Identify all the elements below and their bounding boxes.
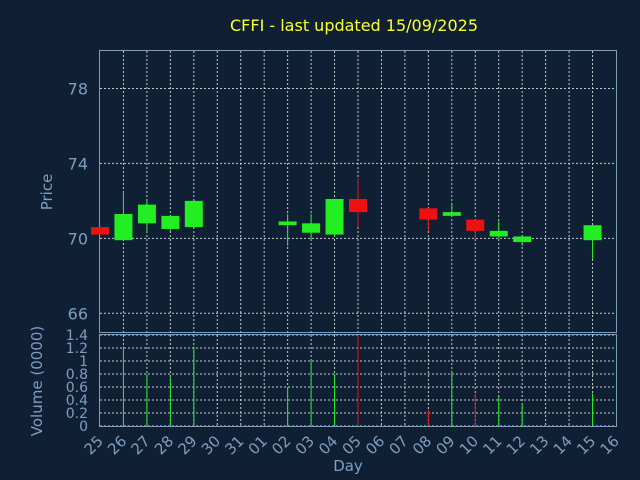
- day-label: 08: [409, 432, 435, 458]
- day-label: 10: [456, 432, 482, 458]
- day-label: 25: [81, 432, 107, 458]
- day-label: 28: [151, 432, 177, 458]
- volume-axis-label: Volume (0000): [28, 326, 46, 436]
- volume-tick-label: 0.4: [66, 393, 88, 409]
- day-label: 16: [597, 432, 623, 458]
- candle-body: [91, 227, 109, 235]
- volume-tick-label: 1: [79, 354, 88, 370]
- day-label: 02: [268, 432, 294, 458]
- candle-body: [466, 219, 485, 231]
- day-label: 15: [573, 432, 599, 458]
- day-label: 27: [128, 432, 154, 458]
- day-label: 09: [432, 432, 458, 458]
- volume-tick-label: 0.8: [66, 367, 88, 383]
- candle-body: [137, 204, 156, 224]
- day-label: 26: [104, 432, 130, 458]
- day-label: 06: [362, 432, 388, 458]
- candle-body: [513, 236, 532, 243]
- day-label: 12: [503, 432, 529, 458]
- day-labels: 2526272829303101020304050607080910111213…: [81, 432, 623, 458]
- price-plot-frame: [99, 50, 617, 333]
- price-panel: 66 70 74 78 Price: [38, 50, 617, 333]
- candle-body: [114, 213, 133, 241]
- day-label: 31: [221, 432, 247, 458]
- price-tick-labels: 66 70 74 78: [68, 79, 88, 323]
- volume-tick-labels: 00.20.40.60.811.21.4: [66, 328, 88, 435]
- candle-body: [349, 198, 367, 213]
- day-label: 11: [479, 432, 505, 458]
- volume-tick-label: 1.4: [66, 328, 88, 344]
- price-tick-label: 74: [68, 154, 88, 173]
- day-label: 05: [339, 432, 365, 458]
- volume-tick-label: 0.6: [66, 380, 88, 396]
- volume-tick-label: 1.2: [66, 341, 88, 357]
- candle-body: [302, 223, 321, 233]
- x-axis-label: Day: [333, 457, 363, 475]
- price-axis-label: Price: [38, 174, 56, 211]
- candle-body: [184, 200, 203, 228]
- volume-bars: [122, 335, 594, 426]
- volume-panel: 00.20.40.60.811.21.4 Volume (0000): [28, 326, 617, 436]
- candles: [91, 178, 602, 259]
- candle-body: [442, 212, 461, 216]
- candle-body: [419, 208, 438, 220]
- price-tick-label: 70: [68, 229, 88, 248]
- day-label: 14: [550, 432, 576, 458]
- candle-body: [583, 225, 602, 241]
- day-label: 13: [526, 432, 552, 458]
- candle-body: [325, 198, 344, 235]
- candle-body: [161, 215, 180, 229]
- price-tick-label: 66: [68, 304, 88, 323]
- candle-body: [489, 230, 508, 237]
- day-label: 30: [198, 432, 224, 458]
- volume-tick-label: 0: [79, 419, 88, 435]
- price-tick-label: 78: [68, 79, 88, 98]
- day-label: 29: [174, 432, 200, 458]
- volume-tick-label: 0.2: [66, 406, 88, 422]
- day-label: 07: [386, 432, 412, 458]
- day-label: 03: [292, 432, 318, 458]
- chart-title: CFFI - last updated 15/09/2025: [230, 16, 478, 35]
- volume-plot-frame: [99, 334, 617, 427]
- day-label: 04: [315, 432, 341, 458]
- candle-body: [278, 221, 297, 226]
- day-label: 01: [245, 432, 271, 458]
